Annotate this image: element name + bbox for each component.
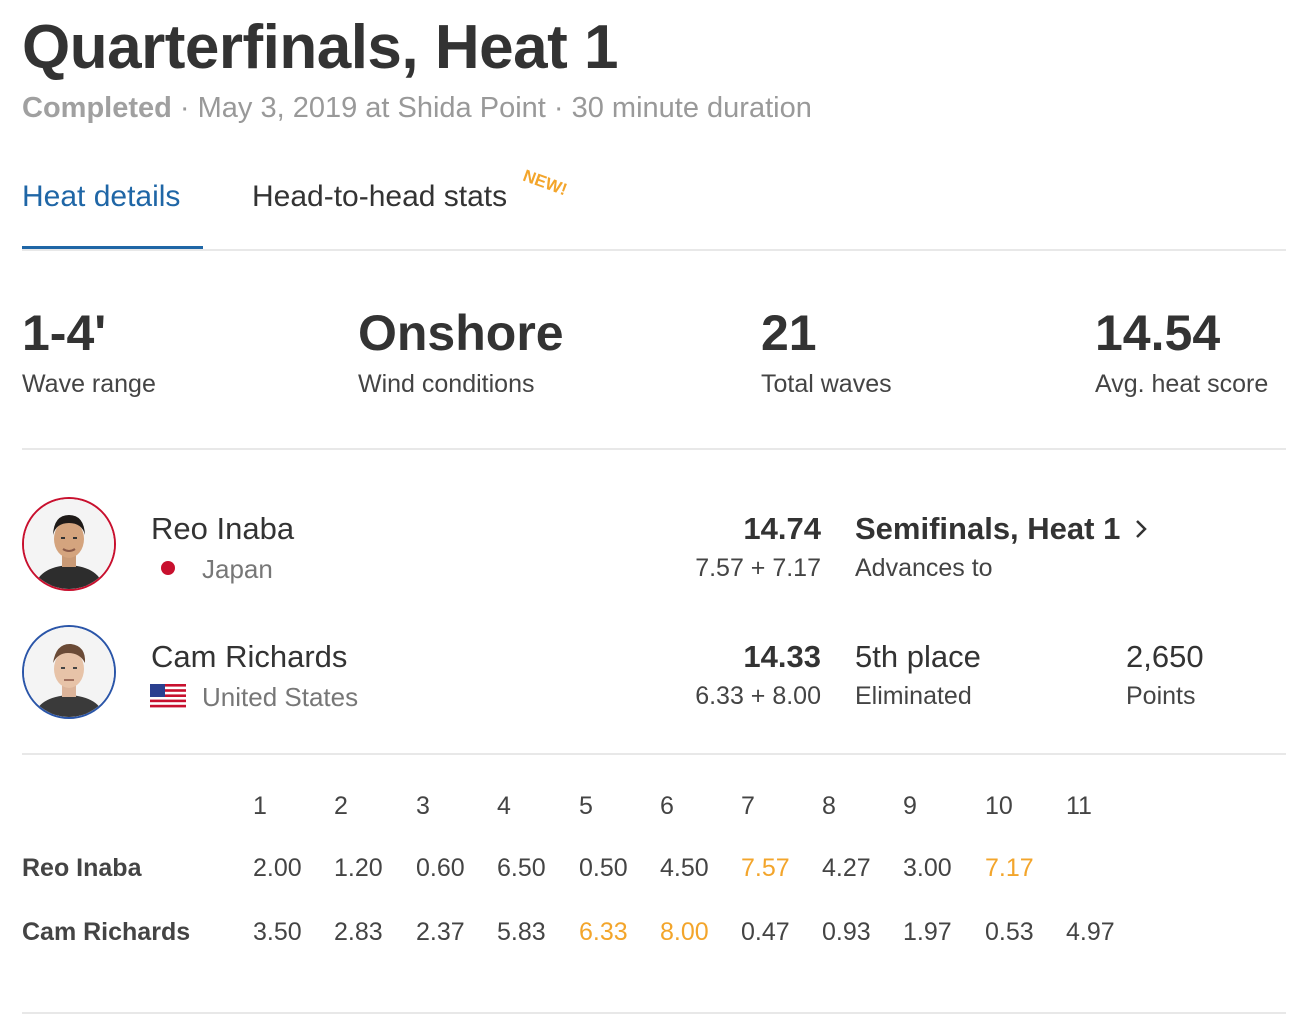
wave-number-header: 1 — [253, 792, 267, 820]
wave-score[interactable]: 4.97 — [1066, 918, 1115, 946]
tabs-divider — [22, 249, 1286, 251]
wave-score-counted[interactable]: 7.17 — [985, 854, 1034, 882]
athlete-country-japan: Japan — [202, 554, 273, 584]
wave-number-header: 5 — [579, 792, 593, 820]
wave-score[interactable]: 3.50 — [253, 918, 302, 946]
stat-wave-range-value: 1-4' — [22, 305, 107, 361]
new-badge: NEW! — [520, 166, 570, 200]
athlete-name-reo-inaba[interactable]: Reo Inaba — [151, 511, 295, 546]
wave-number-header: 9 — [903, 792, 917, 820]
wave-score[interactable]: 2.00 — [253, 854, 302, 882]
stat-avg-score-label: Avg. heat score — [1095, 370, 1269, 398]
active-tab-indicator — [22, 246, 203, 249]
wave-number-header: 4 — [497, 792, 511, 820]
wave-score[interactable]: 1.97 — [903, 918, 952, 946]
wave-score[interactable]: 0.93 — [822, 918, 871, 946]
wave-score[interactable]: 0.53 — [985, 918, 1034, 946]
athlete-portrait-icon — [24, 627, 114, 717]
heat-subtitle: Completed · May 3, 2019 at Shida Point ·… — [22, 92, 812, 125]
wave-number-header: 2 — [334, 792, 348, 820]
wave-row-label-reo-inaba: Reo Inaba — [22, 854, 142, 882]
athletes-divider — [22, 753, 1286, 755]
stat-avg-score-value: 14.54 — [1095, 305, 1221, 361]
wave-score[interactable]: 0.47 — [741, 918, 790, 946]
result-eliminated: Eliminated — [855, 682, 972, 710]
tab-heat-details[interactable]: Heat details — [22, 180, 181, 213]
stat-wind-value: Onshore — [358, 305, 564, 361]
wave-score[interactable]: 5.83 — [497, 918, 546, 946]
wave-score-counted[interactable]: 7.57 — [741, 854, 790, 882]
heat-details: · May 3, 2019 at Shida Point · 30 minute… — [171, 92, 812, 124]
wave-score-counted[interactable]: 8.00 — [660, 918, 709, 946]
tab-head-to-head-stats[interactable]: Head-to-head stats — [252, 180, 508, 213]
wave-number-header: 3 — [416, 792, 430, 820]
heat-total-reo-inaba: 14.74 — [743, 511, 821, 546]
wave-number-header: 10 — [985, 792, 1013, 820]
next-heat-label: Semifinals, Heat 1 — [855, 511, 1121, 546]
page-title: Quarterfinals, Heat 1 — [22, 13, 618, 82]
wave-score[interactable]: 0.50 — [579, 854, 628, 882]
stat-wind-label: Wind conditions — [358, 370, 535, 398]
wave-score[interactable]: 2.37 — [416, 918, 465, 946]
points-value: 2,650 — [1126, 639, 1204, 674]
wave-score[interactable]: 2.83 — [334, 918, 383, 946]
wave-score-counted[interactable]: 6.33 — [579, 918, 628, 946]
wave-row-label-cam-richards: Cam Richards — [22, 918, 191, 946]
stat-total-waves-label: Total waves — [761, 370, 892, 398]
score-breakdown-cam-richards: 6.33 + 8.00 — [695, 682, 821, 710]
japan-flag-icon — [161, 561, 175, 575]
wave-score[interactable]: 4.27 — [822, 854, 871, 882]
wave-score[interactable]: 4.50 — [660, 854, 709, 882]
table-divider — [22, 1012, 1286, 1014]
wave-number-header: 11 — [1066, 792, 1092, 820]
points-label: Points — [1126, 682, 1196, 710]
result-place: 5th place — [855, 639, 981, 674]
wave-score[interactable]: 6.50 — [497, 854, 546, 882]
wave-number-header: 6 — [660, 792, 674, 820]
chevron-right-icon — [1136, 520, 1147, 538]
wave-score[interactable]: 0.60 — [416, 854, 465, 882]
wave-score[interactable]: 3.00 — [903, 854, 952, 882]
athlete-country-usa: United States — [202, 682, 359, 712]
athlete-portrait-icon — [24, 499, 114, 589]
stats-divider — [22, 448, 1286, 450]
athlete-name-cam-richards[interactable]: Cam Richards — [151, 639, 348, 674]
wave-number-header: 7 — [741, 792, 755, 820]
wave-score[interactable]: 1.20 — [334, 854, 383, 882]
next-heat-link[interactable]: Semifinals, Heat 1 — [855, 511, 1149, 547]
score-breakdown-reo-inaba: 7.57 + 7.17 — [695, 554, 821, 582]
stat-total-waves-value: 21 — [761, 305, 817, 361]
avatar-cam-richards[interactable] — [22, 625, 116, 719]
heat-status: Completed — [22, 92, 172, 124]
avatar-reo-inaba[interactable] — [22, 497, 116, 591]
result-advances-to: Advances to — [855, 554, 993, 582]
usa-flag-icon — [150, 684, 186, 708]
wave-number-header: 8 — [822, 792, 836, 820]
heat-total-cam-richards: 14.33 — [743, 639, 821, 674]
stat-wave-range-label: Wave range — [22, 370, 156, 398]
